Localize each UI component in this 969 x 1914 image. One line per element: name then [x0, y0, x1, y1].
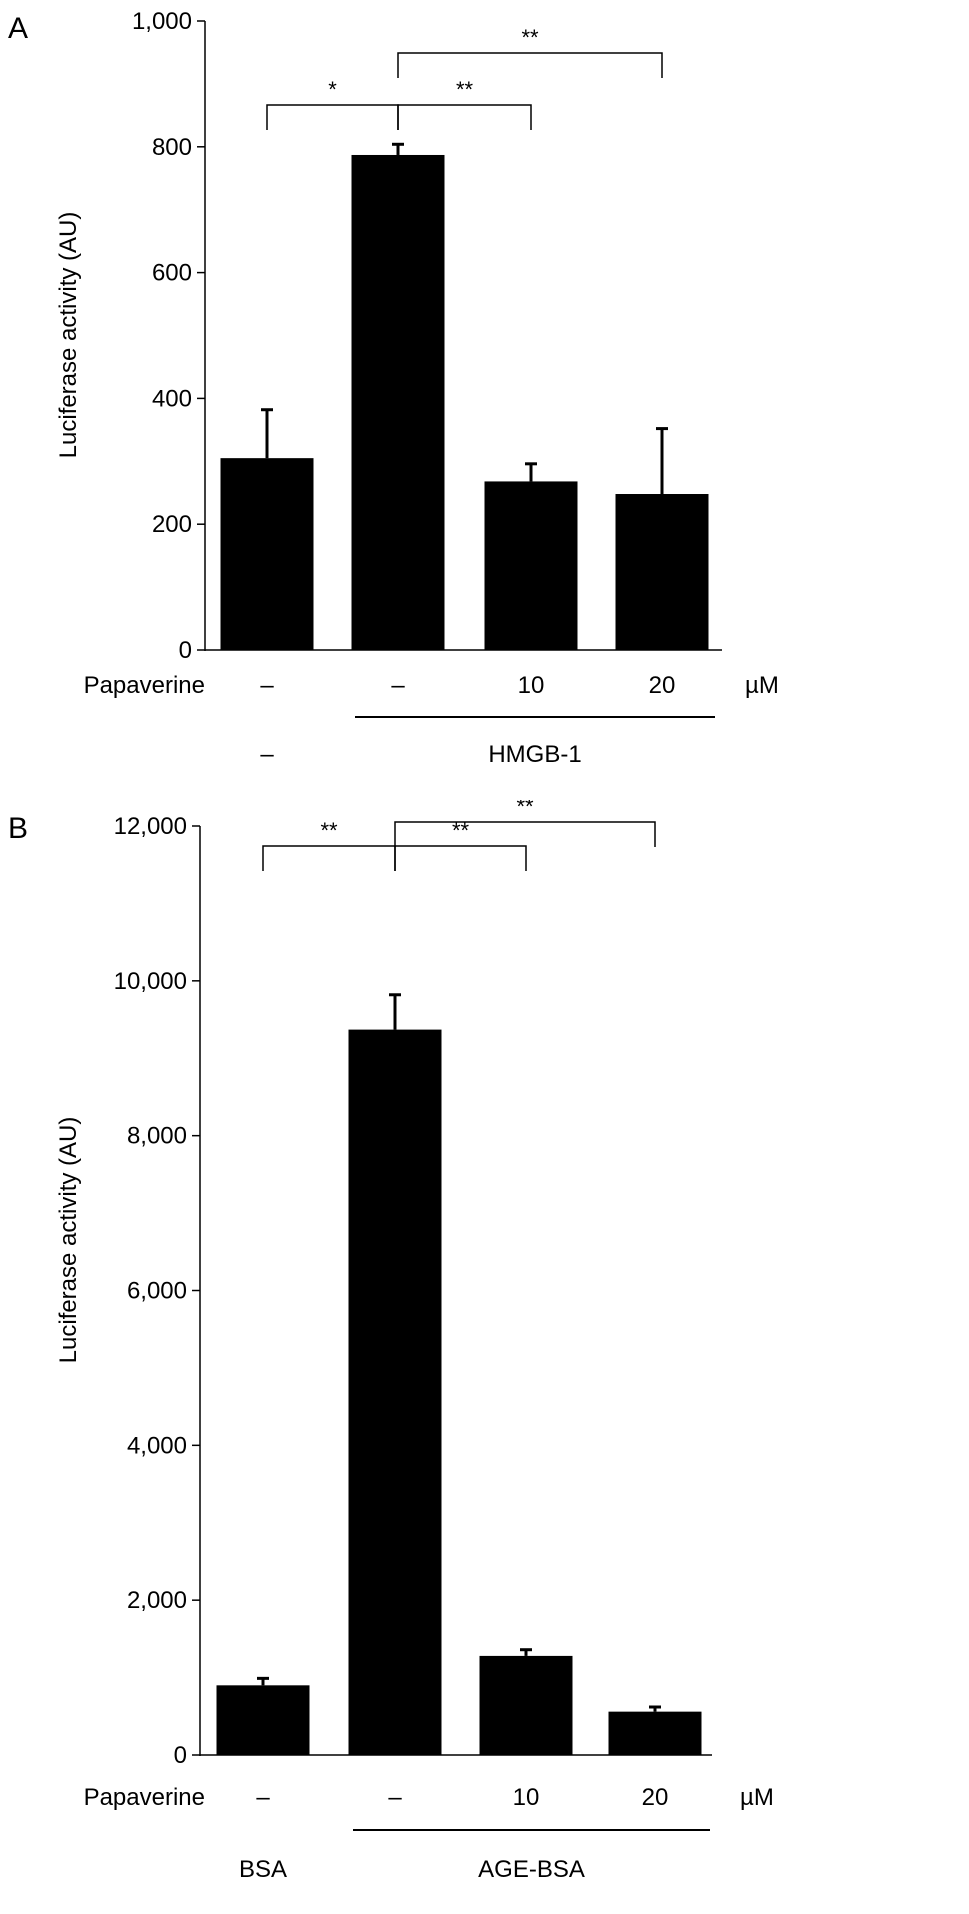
group-label: HMGB-1 — [488, 741, 581, 768]
bracket-line — [397, 104, 532, 130]
bar — [479, 1655, 573, 1755]
panel-a: A Luciferase activity (AU) Papaverine µM… — [0, 0, 969, 790]
y-tick-label: 200 — [152, 511, 192, 538]
y-tick-label: 10,000 — [114, 968, 187, 995]
significance-label: * — [328, 77, 337, 102]
y-tick-label: 0 — [174, 1742, 187, 1769]
bar — [216, 1685, 310, 1755]
papaverine-dose: – — [260, 672, 274, 699]
y-tick-label: 1,000 — [132, 8, 192, 35]
panel-label: B — [8, 812, 28, 845]
bracket-line — [394, 821, 656, 847]
papaverine-dose: 20 — [642, 1784, 669, 1811]
bar — [608, 1711, 702, 1755]
y-tick-label: 12,000 — [114, 813, 187, 840]
papaverine-dose: – — [391, 672, 405, 699]
significance-label: ** — [516, 800, 534, 819]
bar — [220, 458, 314, 650]
y-tick-label: 8,000 — [127, 1123, 187, 1150]
papaverine-dose: 20 — [649, 672, 676, 699]
panel-b: B Luciferase activity (AU) Papaverine µM… — [0, 800, 969, 1910]
bracket-line — [266, 104, 399, 130]
significance-bracket: ** — [394, 818, 527, 871]
papaverine-dose: 10 — [518, 672, 545, 699]
y-tick-label: 2,000 — [127, 1587, 187, 1614]
bracket-line — [397, 52, 663, 78]
y-axis-title: Luciferase activity (AU) — [55, 212, 82, 459]
significance-label: ** — [320, 818, 338, 843]
bar — [484, 481, 578, 650]
y-tick-label: 600 — [152, 260, 192, 287]
chart-b: B Luciferase activity (AU) Papaverine µM… — [8, 800, 774, 1883]
significance-bracket: ** — [262, 818, 396, 871]
papaverine-row-label: Papaverine — [84, 1784, 205, 1811]
group-label: – — [260, 741, 274, 768]
bar — [348, 1029, 442, 1755]
bar — [615, 494, 709, 650]
papaverine-dose: – — [388, 1784, 402, 1811]
bracket-line — [394, 845, 527, 871]
chart-a: A Luciferase activity (AU) Papaverine µM… — [8, 8, 779, 768]
y-axis-title: Luciferase activity (AU) — [55, 1117, 82, 1364]
y-tick-label: 800 — [152, 134, 192, 161]
papaverine-dose: 10 — [513, 1784, 540, 1811]
papaverine-dose: – — [256, 1784, 270, 1811]
bracket-line — [262, 845, 396, 871]
unit-label: µM — [740, 1784, 774, 1811]
papaverine-row-label: Papaverine — [84, 672, 205, 699]
significance-label: ** — [456, 77, 474, 102]
panel-label: A — [8, 12, 28, 45]
significance-bracket: ** — [397, 25, 663, 78]
unit-label: µM — [745, 672, 779, 699]
significance-label: ** — [452, 818, 470, 843]
significance-bracket: ** — [397, 77, 532, 130]
significance-bracket: ** — [394, 800, 656, 847]
y-tick-label: 400 — [152, 385, 192, 412]
y-tick-label: 6,000 — [127, 1278, 187, 1305]
significance-label: ** — [521, 25, 539, 50]
group-label: AGE-BSA — [478, 1856, 585, 1883]
y-tick-label: 0 — [179, 637, 192, 664]
significance-bracket: * — [266, 77, 399, 130]
group-label: BSA — [239, 1856, 287, 1883]
y-tick-label: 4,000 — [127, 1432, 187, 1459]
bar — [351, 154, 445, 651]
